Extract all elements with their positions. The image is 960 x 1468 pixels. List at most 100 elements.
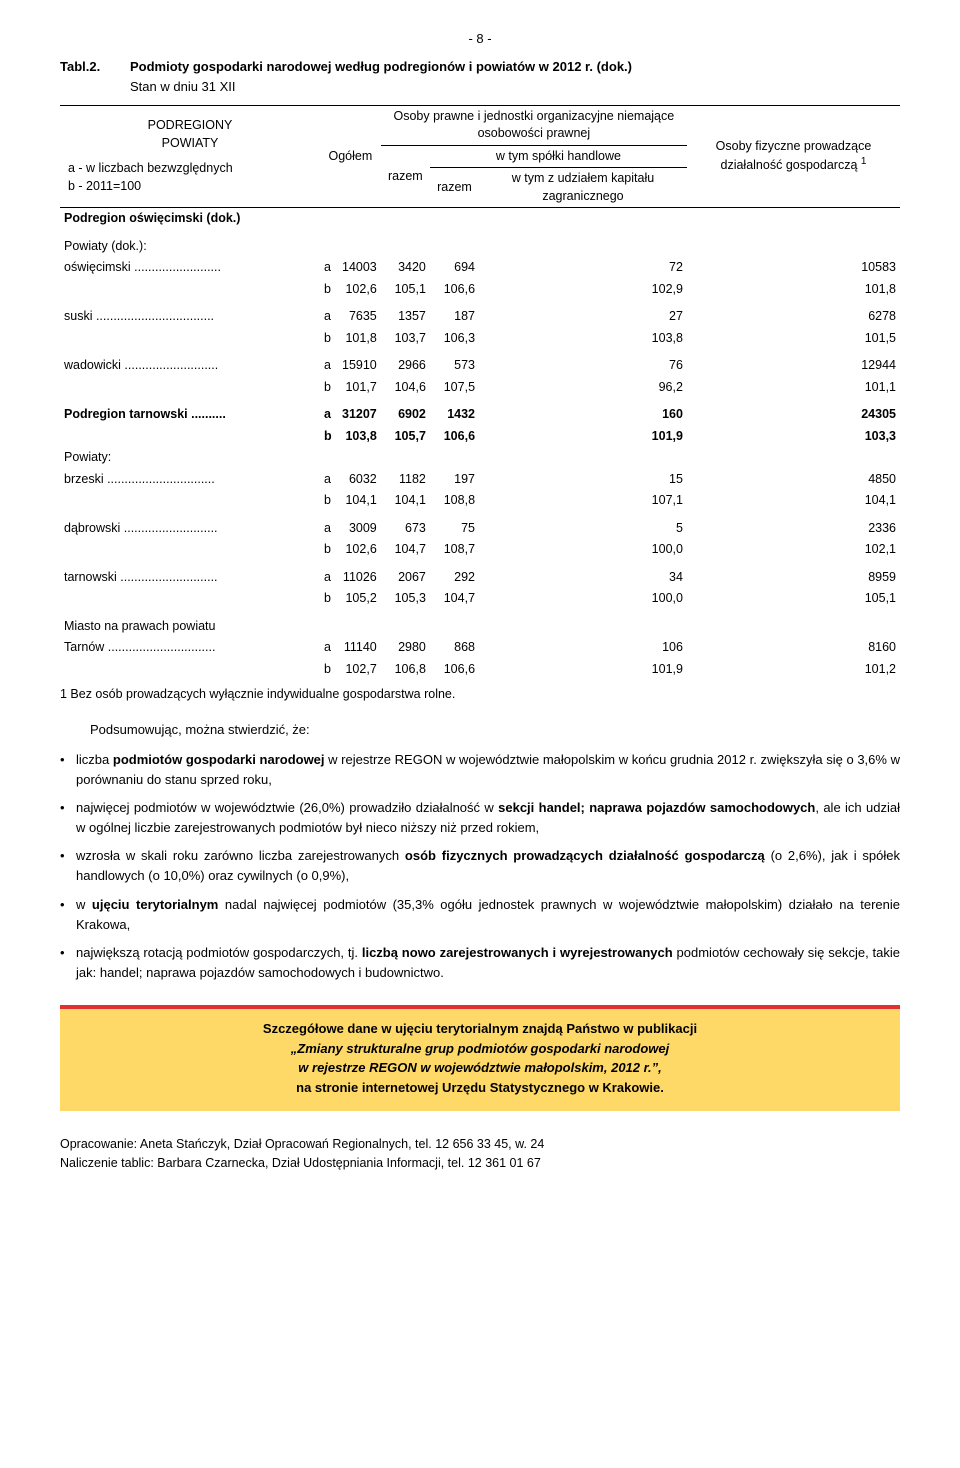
row-ab: b [320,279,338,301]
table-row: brzeski ............................... … [60,469,900,491]
table-row: b 103,8105,7106,6101,9103,3 [60,426,900,448]
table-cell: 103,8 [338,426,381,448]
table-cell: 96,2 [479,377,687,399]
row-label: suski .................................. [60,306,320,328]
hdr-powiaty: POWIATY [64,135,316,153]
table-cell: 76 [479,355,687,377]
table-cell: 187 [430,306,479,328]
page-number: - 8 - [60,30,900,48]
row-ab: a [320,469,338,491]
table-cell: 100,0 [479,539,687,561]
table-cell: 104,1 [687,490,900,512]
table-cell: 694 [430,257,479,279]
row-ab: a [320,518,338,540]
table-cell: 3009 [338,518,381,540]
table-cell: 108,8 [430,490,479,512]
table-cell: 102,7 [338,659,381,681]
table-cell: 8160 [687,637,900,659]
highlight-line-1: Szczegółowe dane w ujęciu terytorialnym … [74,1019,886,1039]
table-cell: 2966 [381,355,430,377]
bullet-item: najwięcej podmiotów w województwie (26,0… [60,798,900,838]
table-cell: 101,7 [338,377,381,399]
table-subtitle: Stan w dniu 31 XII [130,78,900,96]
row-ab: a [320,637,338,659]
table-cell: 1182 [381,469,430,491]
table-cell: 107,5 [430,377,479,399]
table-row: tarnowski ............................ a… [60,567,900,589]
table-cell: 100,0 [479,588,687,610]
table-cell: 2980 [381,637,430,659]
data-table: PODREGIONY POWIATY a - w liczbach bezwzg… [60,105,900,681]
table-cell: 107,1 [479,490,687,512]
row-ab: b [320,328,338,350]
table-cell: 868 [430,637,479,659]
row-ab: a [320,257,338,279]
table-row: b 101,7104,6107,596,2101,1 [60,377,900,399]
table-cell: 6032 [338,469,381,491]
table-label: Tabl.2. [60,58,130,76]
table-cell: 103,7 [381,328,430,350]
table-cell: 1432 [430,404,479,426]
row-label: dąbrowski ........................... [60,518,320,540]
table-cell: 101,9 [479,659,687,681]
table-cell: 673 [381,518,430,540]
highlight-line-4: na stronie internetowej Urzędu Statystyc… [74,1078,886,1098]
footer-line-1: Opracowanie: Aneta Stańczyk, Dział Oprac… [60,1135,900,1154]
table-cell: 14003 [338,257,381,279]
table-cell: 101,5 [687,328,900,350]
row-ab: a [320,306,338,328]
footer-line-2: Naliczenie tablic: Barbara Czarnecka, Dz… [60,1154,900,1173]
table-cell: 105,7 [381,426,430,448]
table-title: Podmioty gospodarki narodowej według pod… [130,58,632,76]
table-cell: 5 [479,518,687,540]
row-ab: b [320,539,338,561]
table-cell: 102,9 [479,279,687,301]
table-cell: 15910 [338,355,381,377]
table-row: oświęcimski ......................... a … [60,257,900,279]
section-subheading: Powiaty (dok.): [60,236,900,258]
row-ab: b [320,377,338,399]
table-row: suski ..................................… [60,306,900,328]
table-cell: 101,8 [687,279,900,301]
table-cell: 27 [479,306,687,328]
section-subheading: Powiaty: [60,447,900,469]
bullet-item: w ujęciu terytorialnym nadal najwięcej p… [60,895,900,935]
row-ab: a [320,355,338,377]
table-row: b 104,1104,1108,8107,1104,1 [60,490,900,512]
table-cell: 104,1 [338,490,381,512]
row-label: Podregion tarnowski .......... [60,404,320,426]
row-ab: b [320,490,338,512]
table-cell: 103,8 [479,328,687,350]
table-cell: 15 [479,469,687,491]
table-cell: 103,3 [687,426,900,448]
table-cell: 2067 [381,567,430,589]
row-ab: a [320,567,338,589]
table-cell: 6278 [687,306,900,328]
table-cell: 105,1 [381,279,430,301]
hdr-razem2: razem [430,168,479,208]
table-cell: 24305 [687,404,900,426]
table-cell: 197 [430,469,479,491]
table-cell: 106,6 [430,659,479,681]
table-cell: 104,1 [381,490,430,512]
table-row: b 102,6105,1106,6102,9101,8 [60,279,900,301]
row-label: wadowicki ........................... [60,355,320,377]
hdr-a-note: a - w liczbach bezwzględnych [64,160,316,178]
bullet-item: wzrosła w skali roku zarówno liczba zare… [60,846,900,886]
hdr-podregiony: PODREGIONY [64,117,316,135]
table-cell: 10583 [687,257,900,279]
hdr-osoby-prawne: Osoby prawne i jednostki organizacyjne n… [381,105,687,145]
table-cell: 160 [479,404,687,426]
table-cell: 105,1 [687,588,900,610]
table-cell: 105,3 [381,588,430,610]
hdr-b-note: b - 2011=100 [64,178,316,196]
table-cell: 106,6 [430,426,479,448]
hdr-osoby-fiz: Osoby fizyczne prowadzące działalność go… [687,105,900,208]
summary-intro: Podsumowując, można stwierdzić, że: [60,720,900,740]
highlight-line-2: „Zmiany strukturalne grup podmiotów gosp… [74,1039,886,1059]
table-row: b 102,6104,7108,7100,0102,1 [60,539,900,561]
table-cell: 11140 [338,637,381,659]
table-cell: 101,2 [687,659,900,681]
table-cell: 75 [430,518,479,540]
table-cell: 3420 [381,257,430,279]
